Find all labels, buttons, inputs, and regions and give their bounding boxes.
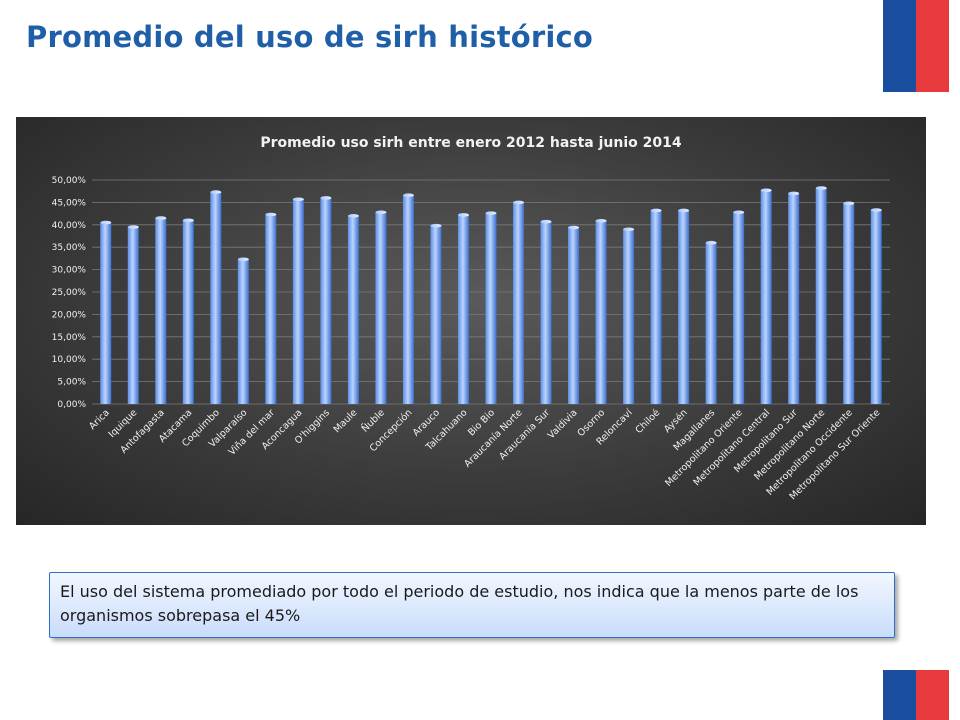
bar-valdivia [568,227,580,404]
y-tick-label: 5,00% [57,378,86,388]
y-tick-label: 45,00% [52,198,87,208]
x-tick-label: Valdivia [546,407,580,441]
y-tick-label: 40,00% [52,221,87,231]
y-tick-label: 30,00% [52,266,87,276]
bar-cap [100,220,112,225]
summary-note: El uso del sistema promediado por todo e… [49,572,895,638]
bar-atacama [182,220,194,404]
chile-flag-stripe-top [883,0,949,92]
bar-chiloé [650,210,662,404]
y-tick-label: 35,00% [52,243,87,253]
bar-cap [760,188,772,193]
y-tick-label: 10,00% [52,355,87,365]
bar-cap [733,210,745,215]
bar-antofagasta [155,218,167,404]
bar-metropolitano-sur [788,193,800,404]
bar-cap [540,219,552,224]
bar-iquique [127,227,139,404]
bar-cap [155,216,167,220]
bar-ñuble [375,212,387,404]
bar-cap [430,223,442,228]
bar-cap [237,257,249,262]
chile-flag-stripe-bottom [883,670,949,720]
bar-cap [127,225,139,229]
bar-cap [182,218,194,223]
bar-arica [100,222,112,404]
bar-arauco [430,225,442,404]
y-tick-label: 25,00% [52,288,87,298]
bar-aysén [678,210,690,404]
bar-cap [568,225,580,230]
bar-osorno [595,220,607,404]
bar-metropolitano-sur-oriente [870,210,882,404]
bar-cap [457,213,469,217]
flag-blue-stripe [883,0,916,92]
bar-cap [705,240,717,245]
bar-cap [485,211,497,215]
x-tick-label: Arica [87,407,112,432]
bar-magallanes [705,242,717,404]
y-tick-label: 15,00% [52,333,87,343]
x-tick-label: Maule [332,407,360,435]
bar-cap [265,212,277,217]
bar-cap [320,196,332,200]
bar-concepción [402,195,414,404]
page-title: Promedio del uso de sirh histórico [26,20,594,54]
bar-cap [843,201,855,206]
bar-cap [347,214,359,218]
bar-cap [788,191,800,196]
bar-cap [210,190,222,194]
bar-cap [595,218,607,223]
bar-araucanía-norte [513,202,525,404]
bar-cap [375,210,387,215]
bar-cap [402,193,414,198]
x-tick-label: Araucanía Sur [497,407,552,462]
bar-metropolitano-norte [815,188,827,404]
bar-metropolitano-oriente [733,212,745,404]
bar-metropolitano-occidente [843,203,855,404]
bar-cap [650,208,662,213]
bar-aconcagua [292,199,304,404]
bar-cap [815,186,827,190]
flag-blue-stripe [883,670,916,720]
bar-cap [870,208,882,212]
flag-red-stripe [916,0,949,92]
bar-coquimbo [210,192,222,404]
x-tick-label: Chiloé [634,407,663,436]
bar-cap [623,227,635,232]
flag-red-stripe [916,670,949,720]
y-tick-label: 20,00% [52,310,87,320]
bar-reloncaví [623,229,635,404]
bar-bio-bio [485,213,497,404]
bar-viña-del-mar [265,214,277,404]
bar-maule [347,215,359,404]
bar-chart: Promedio uso sirh entre enero 2012 hasta… [16,117,926,525]
chart-title: Promedio uso sirh entre enero 2012 hasta… [260,135,681,151]
bar-talcahuano [457,214,469,404]
bar-cap [292,197,304,202]
y-tick-label: 0,00% [57,400,86,410]
bar-cap [678,208,690,213]
bar-metropolitano-central [760,190,772,404]
bar-araucanía-sur [540,221,552,404]
bar-o-higgins [320,197,332,404]
chart-canvas: Promedio uso sirh entre enero 2012 hasta… [52,135,890,502]
y-tick-label: 50,00% [52,176,87,186]
bar-valparaíso [237,259,249,404]
bar-cap [513,200,525,205]
